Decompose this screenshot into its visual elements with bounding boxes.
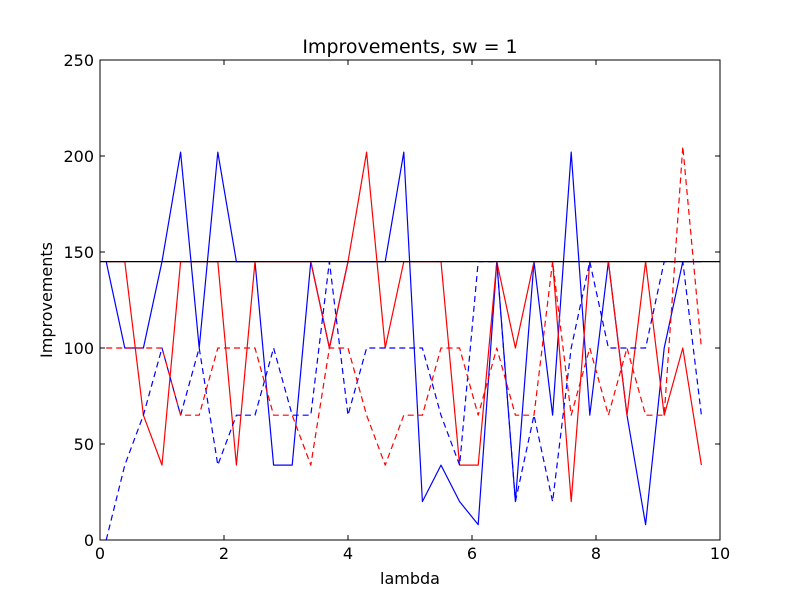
y-tick-label: 100	[63, 339, 94, 358]
x-axis-label: lambda	[380, 569, 440, 588]
y-tick-label: 150	[63, 243, 94, 262]
x-tick-label: 2	[219, 544, 229, 563]
y-tick-label: 0	[84, 531, 94, 550]
chart-title: Improvements, sw = 1	[302, 36, 517, 58]
x-tick-label: 10	[710, 544, 730, 563]
series-line-2-dashed	[105, 261, 702, 541]
y-tick-label: 200	[63, 147, 94, 166]
y-tick-label: 250	[63, 51, 94, 70]
series-line-0-solid	[105, 151, 702, 526]
plot-frame	[99, 59, 721, 541]
y-tick-label: 50	[74, 435, 94, 454]
x-tick-label: 8	[591, 544, 601, 563]
x-tick-label: 6	[467, 544, 477, 563]
plot-area	[100, 60, 720, 540]
y-axis-label: Improvements	[37, 242, 56, 358]
x-tick-label: 4	[343, 544, 353, 563]
x-tick-label: 0	[95, 544, 105, 563]
